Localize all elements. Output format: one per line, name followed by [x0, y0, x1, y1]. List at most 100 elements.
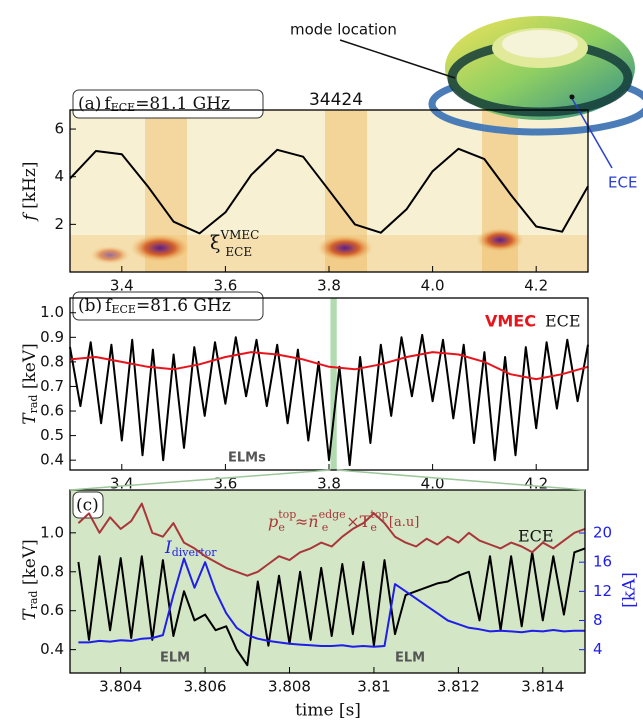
- annotation: ELMs: [228, 451, 266, 466]
- annotation-symbol: ξ: [210, 232, 220, 254]
- label-part: e: [278, 521, 285, 534]
- y-tick-label: 0.6: [40, 402, 64, 420]
- spectrogram: [70, 110, 588, 272]
- x-tick-label: 3.4: [110, 277, 134, 295]
- y-axis-label: Trad [keV]: [20, 539, 41, 621]
- y-axis-symbol: T: [20, 608, 40, 621]
- x-tick-label: 4.2: [524, 475, 548, 493]
- panel-letter: (b): [78, 296, 102, 316]
- x-tick-label: 3.4: [110, 475, 134, 493]
- x-tick-label: 3.8: [317, 277, 341, 295]
- annotation-superscript: VMEC: [219, 228, 259, 242]
- label-part: p: [268, 512, 278, 531]
- y2-tick-label: 20: [593, 524, 612, 542]
- x-tick-label: 3.8: [317, 475, 341, 493]
- y-axis-subscript: rad: [27, 395, 40, 414]
- x-tick-label: 3.6: [213, 277, 237, 295]
- panel-letter: (c): [76, 496, 99, 516]
- x-tick-label: 3.804: [99, 678, 142, 696]
- x-tick-label: 3.806: [184, 678, 227, 696]
- x-tick-label: 4.0: [421, 277, 445, 295]
- y-tick-label: 0.8: [40, 562, 64, 580]
- freq-subscript: ECE: [111, 303, 135, 316]
- y-tick-label: 0.6: [40, 601, 64, 619]
- zoom-connector: [336, 469, 586, 491]
- freq-subscript: ECE: [111, 101, 135, 114]
- y-tick-label: 0.5: [40, 426, 64, 444]
- y-tick-label: 0.4: [40, 451, 64, 469]
- x-axis-label: time [s]: [295, 701, 361, 721]
- label-part: top: [278, 508, 296, 521]
- freq-value: =81.1 GHz: [135, 94, 230, 114]
- y-axis-subscript: rad: [27, 591, 40, 610]
- curve-annotation: ξVMEC ECE: [210, 228, 259, 259]
- panel-letter: (a): [78, 94, 101, 114]
- label-part: ≈: [295, 512, 308, 531]
- y2-tick-label: 8: [593, 611, 603, 629]
- x-tick-label: 3.812: [437, 678, 480, 696]
- freq-symbol: f: [104, 94, 112, 114]
- torus: [339, 16, 643, 169]
- freq-symbol: f: [105, 296, 113, 316]
- annotation-subscript: ECE: [225, 245, 252, 259]
- series-line: [69, 351, 589, 381]
- label-part: e: [370, 521, 377, 534]
- label-part: edge: [319, 508, 346, 521]
- y-tick-label: 2: [54, 215, 64, 233]
- label-part: [a.u]: [389, 515, 419, 530]
- y-axis-symbol: f: [20, 212, 40, 223]
- y-tick-label: 0.8: [40, 352, 64, 370]
- x-tick-label: 3.814: [521, 678, 564, 696]
- y2-axis-label: [kA]: [620, 572, 640, 608]
- y-axis-label: f [kHz]: [20, 161, 40, 222]
- y2-tick-label: 16: [593, 553, 612, 571]
- zoom-band: [330, 298, 337, 470]
- series-label: ptop e ≈n̄edge e ×Ttop e [a.u]: [268, 508, 419, 534]
- label-part: top: [370, 508, 388, 521]
- label-part: e: [322, 521, 329, 534]
- legend-entry: VMEC: [485, 312, 536, 331]
- plot-frame: [69, 489, 586, 674]
- y-axis-symbol: T: [20, 412, 40, 425]
- chart-title: 34424: [309, 90, 363, 110]
- y-axis-label: Trad [keV]: [20, 343, 41, 425]
- y-axis-unit: [keV]: [20, 539, 40, 590]
- y2-tick-label: 4: [593, 640, 603, 658]
- panel-label: (b) fECE=81.6 GHz: [78, 296, 231, 317]
- y-tick-label: 4: [54, 167, 64, 185]
- panel-c-background: [70, 490, 585, 673]
- series-line: [69, 333, 589, 467]
- zoom-connector: [69, 469, 331, 491]
- freq-value: =81.6 GHz: [136, 296, 231, 316]
- series-line: [69, 147, 589, 235]
- series-line: [77, 502, 586, 577]
- x-tick-label: 3.808: [268, 678, 311, 696]
- illustration-label: ECE: [608, 174, 637, 192]
- x-tick-label: 3.81: [357, 678, 390, 696]
- y-tick-label: 6: [54, 120, 64, 138]
- y-tick-label: 1.0: [40, 303, 64, 321]
- label-part: I: [164, 538, 172, 558]
- x-tick-label: 4.2: [524, 277, 548, 295]
- panel-label-box: [72, 491, 104, 519]
- y-tick-label: 0.9: [40, 328, 64, 346]
- x-tick-label: 4.0: [421, 475, 445, 493]
- series-line: [78, 557, 585, 648]
- illustration-label: mode location: [290, 21, 397, 39]
- annotation: ELM: [395, 651, 425, 666]
- y-tick-label: 1.0: [40, 523, 64, 541]
- label-part: n̄: [308, 512, 318, 531]
- annotation: ELM: [160, 651, 190, 666]
- legend-entry: ECE: [545, 312, 581, 331]
- panel-label-box: [72, 89, 264, 119]
- series-label: ECE: [518, 527, 554, 546]
- y-axis-unit: [keV]: [20, 343, 40, 394]
- y-tick-label: 0.7: [40, 377, 64, 395]
- y-tick-label: 0.4: [40, 640, 64, 658]
- panel-label: (a) fECE=81.1 GHz: [78, 94, 230, 115]
- y2-tick-label: 12: [593, 582, 612, 600]
- label-part: ×T: [346, 512, 370, 531]
- panel-label-box: [72, 291, 264, 321]
